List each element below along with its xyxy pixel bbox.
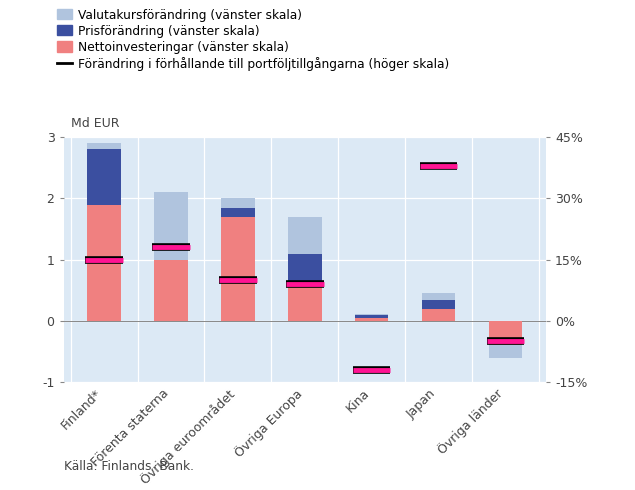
Bar <box>355 315 389 318</box>
Bar <box>422 309 455 321</box>
Legend: Valutakursförändring (vänster skala), Prisförändring (vänster skala), Nettoinves: Valutakursförändring (vänster skala), Pr… <box>57 8 449 71</box>
Bar <box>489 321 522 345</box>
Bar <box>355 318 389 321</box>
Bar <box>422 294 455 299</box>
Bar <box>288 284 321 321</box>
Bar <box>154 247 188 260</box>
Bar <box>221 198 255 208</box>
Bar <box>221 217 255 321</box>
Bar <box>154 247 188 321</box>
Bar <box>221 208 255 217</box>
Bar <box>88 149 121 205</box>
Bar <box>88 205 121 321</box>
Bar <box>422 299 455 309</box>
Bar <box>489 345 522 358</box>
Bar <box>489 345 522 358</box>
Text: Källa: Finlands  Bank.: Källa: Finlands Bank. <box>64 461 194 473</box>
Bar <box>355 314 389 315</box>
Text: Md EUR: Md EUR <box>70 117 119 130</box>
Bar <box>288 254 321 284</box>
Bar <box>88 144 121 149</box>
Bar <box>288 217 321 254</box>
Bar <box>154 193 188 260</box>
